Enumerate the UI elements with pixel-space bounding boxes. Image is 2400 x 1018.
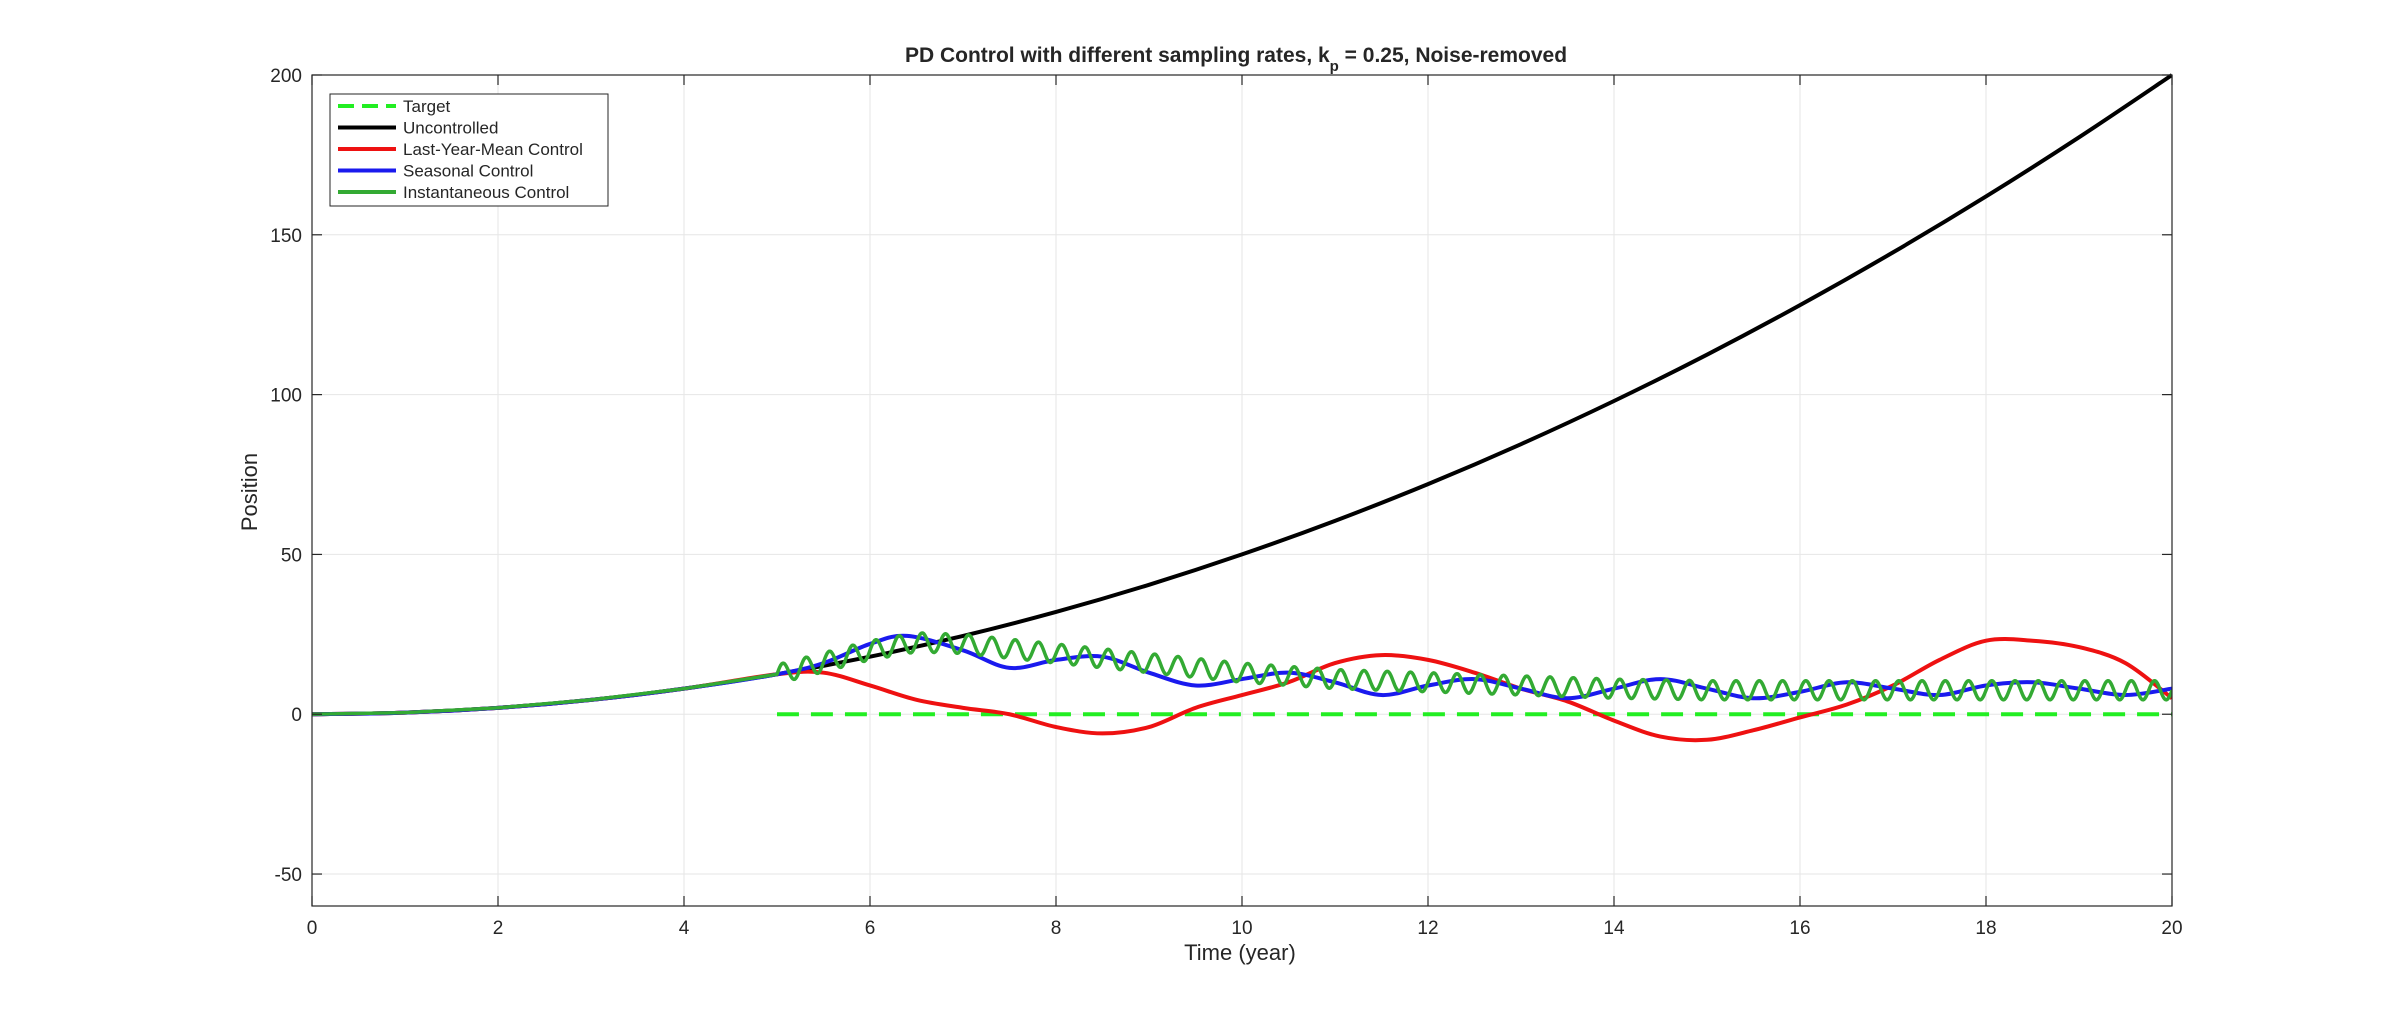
y-tick-label: 200: [270, 66, 302, 87]
legend-label-target: Target: [403, 97, 451, 116]
x-tick-label: 18: [1975, 918, 1996, 939]
y-tick-label: -50: [275, 865, 302, 886]
chart-title: PD Control with different sampling rates…: [905, 44, 1567, 75]
x-tick-label: 4: [679, 918, 690, 939]
x-tick-label: 14: [1603, 918, 1625, 939]
legend-label-last-year-mean-control: Last-Year-Mean Control: [403, 140, 583, 159]
plot-area: [312, 73, 2172, 743]
y-tick-label: 50: [281, 545, 302, 566]
series-line-instantaneous-control: [312, 631, 2172, 716]
chart-title-subscript: p: [1330, 58, 1339, 75]
legend-label-instantaneous-control: Instantaneous Control: [403, 183, 569, 202]
x-tick-label: 10: [1231, 918, 1252, 939]
chart-title-rest: = 0.25, Noise-removed: [1339, 44, 1567, 67]
y-axis-label: Position: [237, 453, 262, 531]
legend-label-seasonal-control: Seasonal Control: [403, 162, 533, 181]
y-tick-label: 0: [291, 705, 302, 726]
legend: Target Uncontrolled Last-Year-Mean Control…: [329, 93, 609, 207]
x-tick-label: 20: [2161, 918, 2182, 939]
x-tick-label: 2: [493, 918, 504, 939]
legend-label-uncontrolled: Uncontrolled: [403, 119, 498, 138]
chart-title-main: PD Control with different sampling rates…: [905, 44, 1330, 67]
x-tick-label: 0: [307, 918, 318, 939]
axes: 0 2 4 6 8 10 12 14 16 18 20 -50 0 50 100 150 200: [270, 66, 2182, 939]
y-tick-label: 150: [270, 226, 302, 247]
x-axis-label: Time (year): [1184, 940, 1296, 965]
x-tick-label: 16: [1789, 918, 1810, 939]
x-tick-label: 8: [1051, 918, 1062, 939]
x-tick-label: 12: [1417, 918, 1438, 939]
y-tick-label: 100: [270, 386, 302, 407]
x-tick-label: 6: [865, 918, 876, 939]
